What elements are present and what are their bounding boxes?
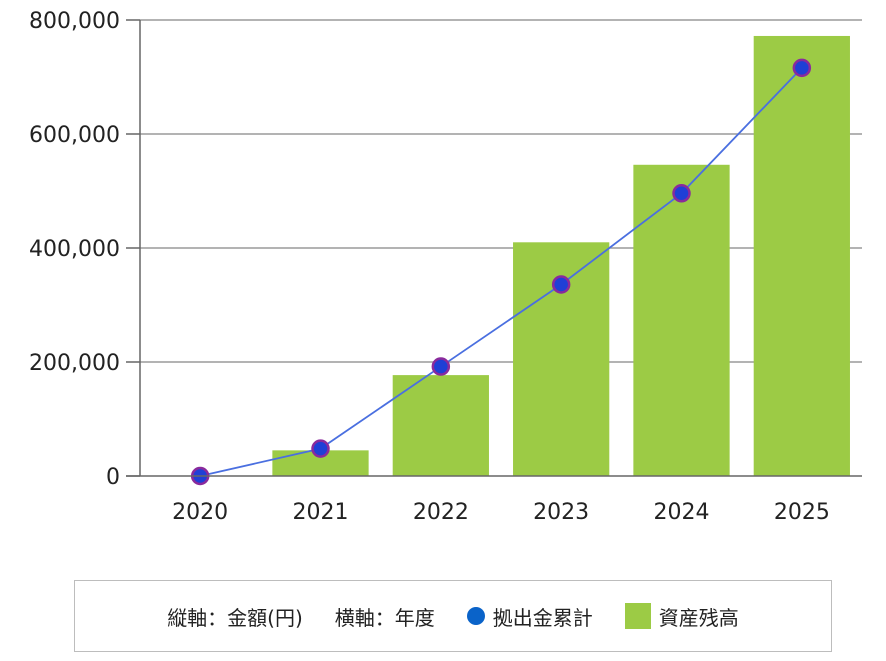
x-tick-label: 2023 [533, 500, 589, 525]
line-path [199, 67, 803, 477]
x-tick-label: 2024 [654, 500, 710, 525]
legend-vertical-axis: 縦軸：金額(円) [167, 602, 303, 631]
line-point [311, 439, 330, 458]
legend-horizontal-axis-label: 横軸：年度 [334, 605, 435, 630]
legend-line-series-label: 拠出金累計 [492, 605, 593, 630]
legend: 縦軸：金額(円) 横軸：年度 拠出金累計 資産残高 [74, 580, 832, 652]
x-tick-label: 2021 [293, 500, 349, 525]
line-series [190, 58, 812, 486]
legend-line-series: 拠出金累計 [466, 602, 593, 631]
legend-dot-icon [466, 607, 485, 625]
y-tick-labels: 0 200,000 400,000 600,000 800,000 [29, 9, 120, 490]
y-tick-label: 0 [106, 465, 120, 490]
bar [392, 375, 489, 476]
line-point [551, 275, 571, 294]
bar-series [272, 35, 850, 477]
y-tick-label: 800,000 [29, 9, 120, 34]
y-tick-label: 200,000 [29, 351, 120, 376]
x-tick-label: 2020 [172, 500, 228, 525]
legend-bar-series: 資産残高 [624, 602, 739, 631]
bar [633, 164, 730, 476]
bar [753, 35, 850, 477]
y-tick-label: 400,000 [29, 237, 120, 262]
axes [126, 19, 862, 477]
grid-lines [140, 19, 862, 363]
legend-bar-series-label: 資産残高 [658, 605, 739, 630]
legend-vertical-axis-label: 縦軸：金額(円) [167, 605, 303, 630]
x-tick-label: 2022 [413, 500, 469, 525]
legend-square-icon [624, 603, 651, 629]
line-point [792, 58, 812, 78]
line-point [672, 184, 691, 203]
y-tick-label: 600,000 [29, 123, 120, 148]
line-point [431, 357, 451, 376]
legend-horizontal-axis: 横軸：年度 [335, 602, 435, 631]
x-tick-label: 2025 [774, 500, 830, 525]
x-tick-labels: 2020 2021 2022 2023 2024 2025 [172, 500, 830, 525]
